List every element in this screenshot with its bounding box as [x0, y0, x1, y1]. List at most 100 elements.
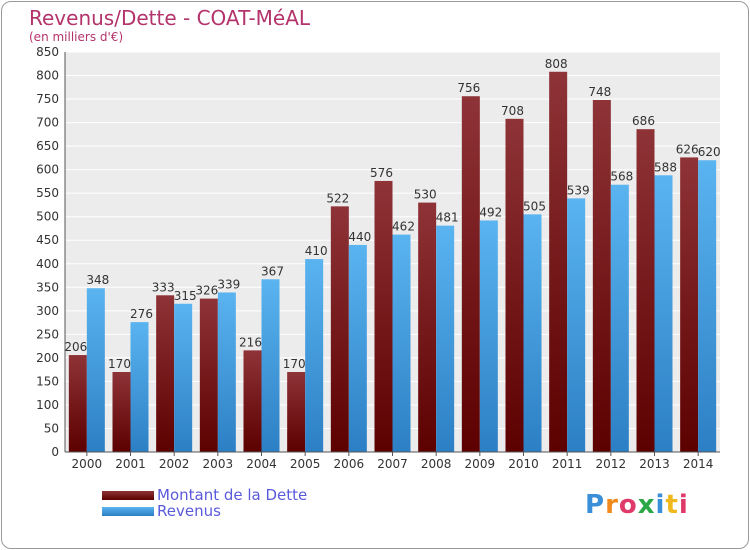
- x-tick-label: 2013: [639, 457, 670, 471]
- bar-revenue: [130, 322, 149, 452]
- bar-revenue: [261, 279, 280, 452]
- y-tick-label: 650: [36, 139, 59, 153]
- data-label-debt: 206: [64, 340, 87, 354]
- data-label-revenue: 492: [479, 205, 502, 219]
- x-tick-label: 2004: [246, 457, 277, 471]
- bar-debt: [680, 157, 699, 453]
- x-tick-label: 2002: [159, 457, 190, 471]
- data-label-debt: 626: [676, 142, 699, 156]
- y-tick-label: 800: [36, 69, 59, 83]
- x-tick-label: 2006: [334, 457, 365, 471]
- x-tick-label: 2014: [683, 457, 714, 471]
- data-label-debt: 576: [370, 166, 393, 180]
- bar-revenue: [392, 234, 411, 452]
- y-tick-label: 750: [36, 92, 59, 106]
- data-label-revenue: 568: [610, 170, 633, 184]
- logo-letter: P: [585, 490, 606, 520]
- bar-debt: [330, 206, 349, 452]
- logo-letter: t: [665, 490, 679, 520]
- data-label-debt: 522: [326, 191, 349, 205]
- x-tick-label: 2011: [552, 457, 583, 471]
- data-label-revenue: 588: [654, 160, 677, 174]
- logo-letter: x: [637, 490, 656, 520]
- data-label-debt: 530: [414, 188, 437, 202]
- x-tick-label: 2001: [115, 457, 146, 471]
- bar-revenue: [436, 225, 455, 452]
- legend-label-revenue: Revenus: [157, 502, 221, 520]
- bar-debt: [243, 350, 262, 452]
- y-tick-label: 450: [36, 233, 59, 247]
- x-tick-label: 2008: [421, 457, 452, 471]
- bar-debt: [636, 129, 655, 453]
- bar-revenue: [610, 184, 629, 453]
- x-tick-label: 2000: [72, 457, 103, 471]
- data-label-revenue: 315: [174, 289, 197, 303]
- data-label-revenue: 620: [698, 145, 721, 159]
- data-label-revenue: 462: [392, 220, 415, 234]
- data-label-revenue: 505: [523, 199, 546, 213]
- x-tick-label: 2010: [508, 457, 539, 471]
- data-label-revenue: 367: [261, 264, 284, 278]
- y-tick-label: 250: [36, 327, 59, 341]
- bar-revenue: [217, 292, 236, 452]
- data-label-debt: 170: [283, 357, 306, 371]
- data-label-debt: 748: [588, 85, 611, 99]
- data-label-revenue: 339: [217, 277, 240, 291]
- data-label-revenue: 276: [130, 307, 153, 321]
- y-tick-label: 400: [36, 257, 59, 271]
- data-label-revenue: 410: [305, 244, 328, 258]
- y-tick-label: 300: [36, 304, 59, 318]
- data-label-debt: 686: [632, 114, 655, 128]
- bar-debt: [461, 96, 480, 452]
- y-tick-label: 700: [36, 116, 59, 130]
- bar-revenue: [86, 288, 105, 452]
- logo-letter: o: [618, 490, 638, 520]
- data-label-debt: 170: [108, 357, 131, 371]
- bar-revenue: [305, 259, 324, 452]
- data-label-debt: 216: [239, 335, 262, 349]
- y-tick-label: 500: [36, 210, 59, 224]
- legend-swatch-debt: [102, 491, 154, 500]
- data-label-revenue: 539: [567, 183, 590, 197]
- data-label-debt: 756: [457, 81, 480, 95]
- bar-debt: [418, 202, 437, 452]
- bar-revenue: [698, 160, 717, 452]
- y-tick-label: 100: [36, 398, 59, 412]
- data-label-debt: 808: [545, 57, 568, 71]
- y-tick-label: 550: [36, 186, 59, 200]
- bar-debt: [199, 298, 218, 452]
- bar-debt: [287, 372, 306, 452]
- data-label-revenue: 440: [348, 230, 371, 244]
- bar-debt: [68, 355, 87, 452]
- y-tick-label: 350: [36, 280, 59, 294]
- y-tick-label: 0: [51, 445, 59, 459]
- y-tick-label: 600: [36, 163, 59, 177]
- bar-revenue: [523, 214, 542, 452]
- x-tick-label: 2009: [465, 457, 496, 471]
- proxiti-logo: Proxiti: [585, 490, 689, 520]
- x-tick-label: 2007: [377, 457, 408, 471]
- y-tick-label: 850: [36, 45, 59, 59]
- bar-debt: [549, 71, 568, 452]
- logo-letter: r: [605, 490, 619, 520]
- legend-swatch-revenue: [102, 507, 154, 516]
- bar-debt: [592, 100, 611, 452]
- bar-revenue: [479, 220, 498, 452]
- bar-debt: [374, 180, 393, 453]
- chart-subtitle: (en milliers d'€): [29, 30, 124, 44]
- data-label-debt: 326: [195, 284, 218, 298]
- data-label-debt: 333: [152, 280, 175, 294]
- y-tick-label: 50: [44, 421, 59, 435]
- legend-label-debt: Montant de la Dette: [157, 486, 308, 504]
- x-tick-label: 2005: [290, 457, 321, 471]
- bar-debt: [112, 372, 131, 452]
- data-label-revenue: 481: [436, 211, 459, 225]
- data-label-revenue: 348: [86, 273, 109, 287]
- chart-title: Revenus/Dette - COAT-MéAL: [29, 6, 311, 30]
- x-tick-label: 2012: [596, 457, 627, 471]
- data-label-debt: 708: [501, 104, 524, 118]
- bar-revenue: [654, 175, 673, 452]
- x-tick-label: 2003: [203, 457, 234, 471]
